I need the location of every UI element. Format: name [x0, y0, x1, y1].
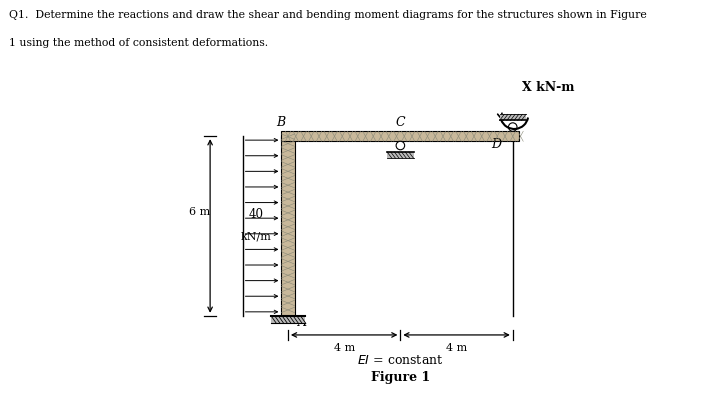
Text: 4 m: 4 m: [333, 343, 355, 353]
Text: D: D: [491, 138, 501, 151]
Text: 1 using the method of consistent deformations.: 1 using the method of consistent deforma…: [9, 38, 268, 48]
Text: X kN-m: X kN-m: [522, 80, 575, 93]
Text: kN/m: kN/m: [241, 231, 272, 241]
Bar: [281, 131, 519, 141]
Bar: [271, 316, 305, 324]
Bar: [500, 114, 526, 121]
Bar: [281, 136, 294, 316]
Text: B: B: [275, 116, 285, 128]
Text: 4 m: 4 m: [446, 343, 467, 353]
Text: 6 m: 6 m: [189, 207, 210, 217]
Bar: [388, 152, 414, 158]
Text: $EI$ = constant: $EI$ = constant: [357, 354, 444, 367]
Text: Figure 1: Figure 1: [371, 371, 430, 384]
Text: 40: 40: [249, 208, 264, 221]
Circle shape: [508, 123, 517, 131]
Text: Q1.  Determine the reactions and draw the shear and bending moment diagrams for : Q1. Determine the reactions and draw the…: [9, 10, 646, 20]
Circle shape: [396, 141, 405, 150]
Text: A: A: [298, 316, 307, 329]
Text: C: C: [395, 116, 405, 128]
